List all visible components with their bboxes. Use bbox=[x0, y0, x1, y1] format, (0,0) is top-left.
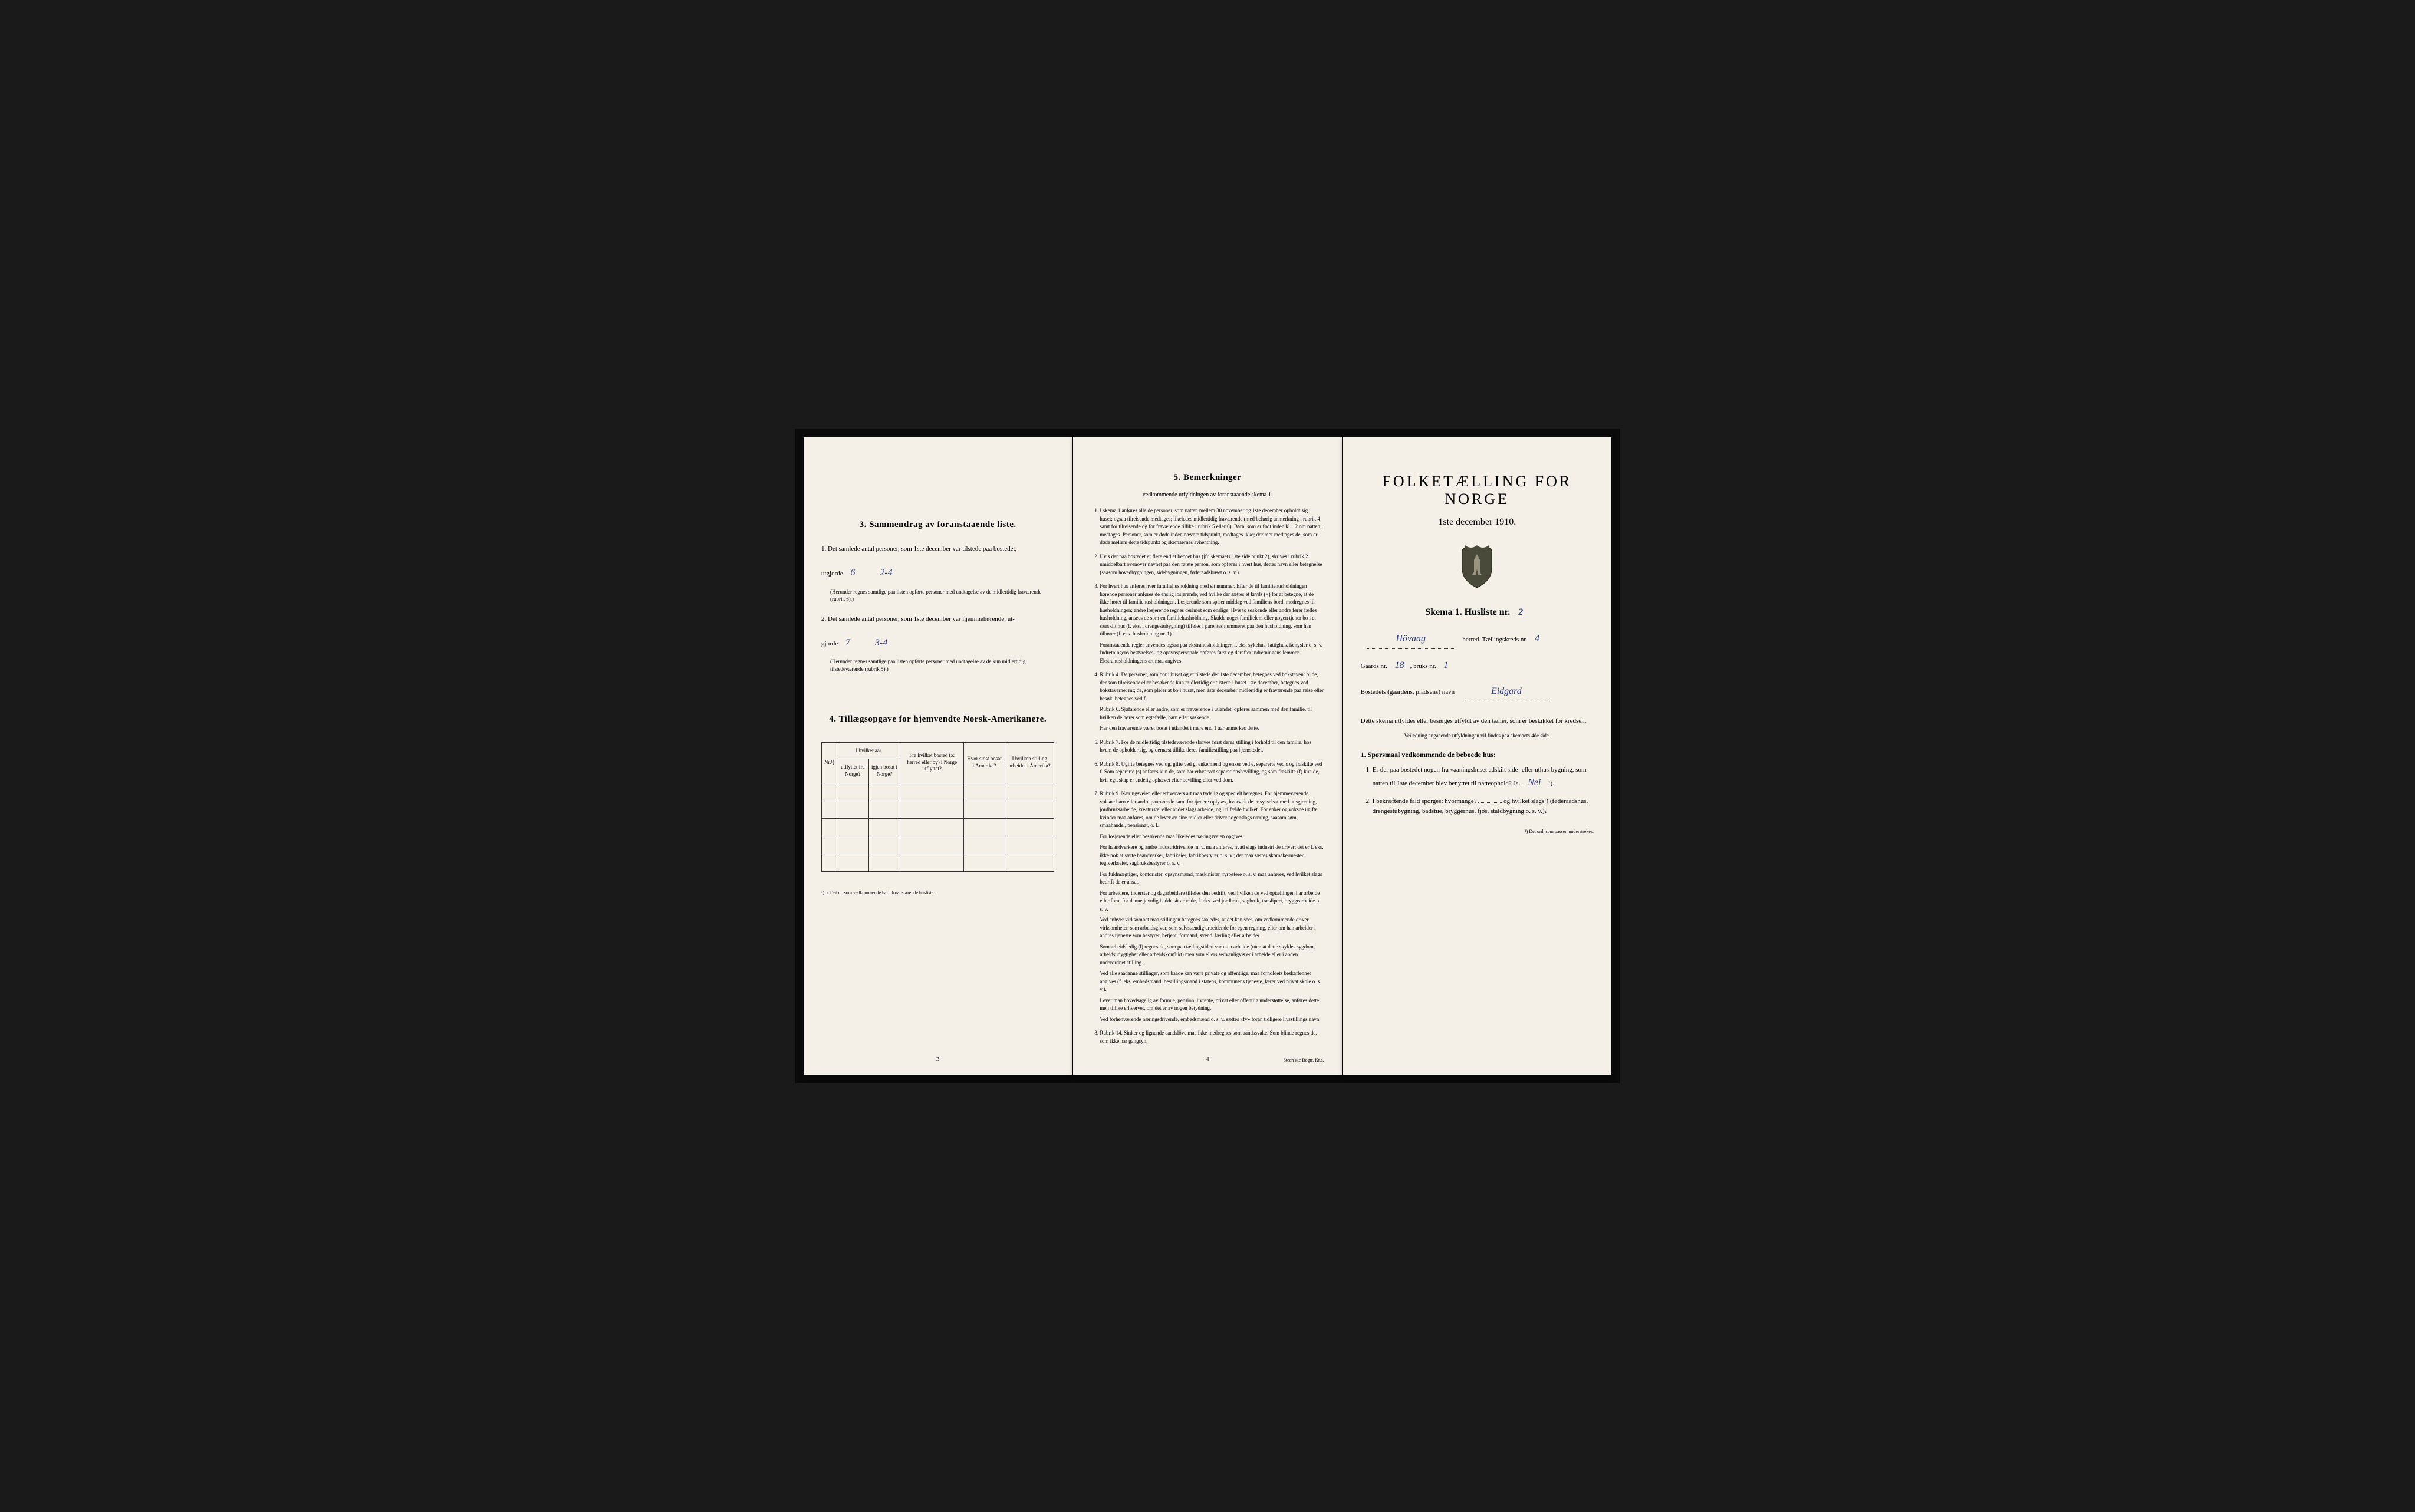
remarks-list: I skema 1 anføres alle de personer, som … bbox=[1091, 507, 1324, 1045]
printer-note: Steen'ske Bogtr. Kr.a. bbox=[1283, 1058, 1324, 1063]
instructions: Dette skema utfyldes eller besørges utfy… bbox=[1361, 716, 1594, 727]
page-left: 3. Sammendrag av foranstaaende liste. 1.… bbox=[804, 437, 1072, 1075]
page-middle: 5. Bemerkninger vedkommende utfyldningen… bbox=[1073, 437, 1341, 1075]
table-row bbox=[822, 836, 1054, 854]
page-number: 3 bbox=[936, 1056, 940, 1063]
summary-line-1: 1. Det samlede antal personer, som 1ste … bbox=[821, 543, 1054, 555]
remark-6: Rubrik 8. Ugifte betegnes ved ug, gifte … bbox=[1100, 760, 1324, 785]
section5-subtitle: vedkommende utfyldningen av foranstaaend… bbox=[1091, 492, 1324, 498]
section3-title: 3. Sammendrag av foranstaaende liste. bbox=[821, 520, 1054, 530]
bosted-field: Bostedets (gaardens, pladsens) navn Eidg… bbox=[1361, 682, 1594, 701]
summary-note-2: (Herunder regnes samtlige paa listen opf… bbox=[830, 658, 1054, 673]
census-title: FOLKETÆLLING FOR NORGE bbox=[1361, 473, 1594, 508]
th-emigrated: utflyttet fra Norge? bbox=[837, 759, 868, 783]
cover-footnote: ¹) Det ord, som passer, understrekes. bbox=[1361, 829, 1594, 834]
section4-title: 4. Tillægsopgave for hjemvendte Norsk-Am… bbox=[821, 714, 1054, 724]
questions-list: Er der paa bostedet nogen fra vaaningshu… bbox=[1373, 765, 1594, 817]
table-footnote: ¹) ɔ: Det nr. som vedkommende har i fora… bbox=[821, 890, 1054, 895]
question-2: I bekræftende fald spørges: hvormange? o… bbox=[1373, 796, 1594, 817]
th-position: I hvilken stilling arbeidet i Amerika? bbox=[1005, 742, 1054, 783]
census-date: 1ste december 1910. bbox=[1361, 517, 1594, 528]
bruks-nr: 1 bbox=[1443, 660, 1448, 670]
hjemme-count: 7 bbox=[845, 638, 850, 648]
tilstede-extra: 2-4 bbox=[880, 568, 892, 578]
th-nr: Nr.¹) bbox=[822, 742, 837, 783]
table-row bbox=[822, 783, 1054, 801]
page-number: 4 bbox=[1206, 1056, 1209, 1063]
questions-title: 1. Spørsmaal vedkommende de beboede hus: bbox=[1361, 750, 1594, 759]
table-row bbox=[822, 854, 1054, 871]
th-year: I hvilket aar bbox=[837, 742, 900, 759]
summary-value-1: utgjorde 6 2-4 bbox=[821, 565, 1054, 582]
remark-3: For hvert hus anføres hver familiehushol… bbox=[1100, 582, 1324, 665]
remark-2: Hvis der paa bostedet er flere end ét be… bbox=[1100, 553, 1324, 577]
tilstede-count: 6 bbox=[850, 568, 855, 578]
gaards-nr: 18 bbox=[1395, 660, 1404, 670]
bosted-value: Eidgard bbox=[1462, 682, 1551, 701]
table-row bbox=[822, 801, 1054, 818]
th-where: Hvor sidst bosat i Amerika? bbox=[963, 742, 1005, 783]
section5-title: 5. Bemerkninger bbox=[1091, 473, 1324, 483]
th-returned: igjen bosat i Norge? bbox=[868, 759, 900, 783]
sub-instructions: Veiledning angaaende utfyldningen vil fi… bbox=[1361, 733, 1594, 739]
herred-value: Hövaag bbox=[1367, 630, 1455, 649]
kreds-nr: 4 bbox=[1535, 634, 1539, 644]
question-1: Er der paa bostedet nogen fra vaaningshu… bbox=[1373, 765, 1594, 790]
husliste-nr: 2 bbox=[1518, 607, 1523, 617]
remark-5: Rubrik 7. For de midlertidig tilstedevær… bbox=[1100, 739, 1324, 755]
coat-of-arms-icon bbox=[1361, 545, 1594, 589]
summary-value-2: gjorde 7 3-4 bbox=[821, 635, 1054, 652]
summary-line-2: 2. Det samlede antal personer, som 1ste … bbox=[821, 614, 1054, 625]
q1-answer: Nei bbox=[1528, 778, 1541, 788]
remark-1: I skema 1 anføres alle de personer, som … bbox=[1100, 507, 1324, 547]
skema-title: Skema 1. Husliste nr. 2 bbox=[1361, 607, 1594, 618]
emigrant-table: Nr.¹) I hvilket aar Fra hvilket bosted (… bbox=[821, 742, 1054, 872]
gaards-field: Gaards nr. 18, bruks nr. 1 bbox=[1361, 656, 1594, 675]
document-container: 3. Sammendrag av foranstaaende liste. 1.… bbox=[795, 429, 1620, 1083]
hjemme-extra: 3-4 bbox=[875, 638, 887, 648]
remark-4: Rubrik 4. De personer, som bor i huset o… bbox=[1100, 671, 1324, 733]
th-from: Fra hvilket bosted (ɔ: herred eller by) … bbox=[900, 742, 963, 783]
remark-8: Rubrik 14. Sinker og lignende aandslöve … bbox=[1100, 1029, 1324, 1045]
summary-note-1: (Herunder regnes samtlige paa listen opf… bbox=[830, 588, 1054, 603]
table-row bbox=[822, 818, 1054, 836]
remark-7: Rubrik 9. Næringsveien eller erhvervets … bbox=[1100, 790, 1324, 1023]
page-right: FOLKETÆLLING FOR NORGE 1ste december 191… bbox=[1343, 437, 1611, 1075]
herred-field: Hövaag herred. Tællingskreds nr. 4 bbox=[1361, 630, 1594, 649]
